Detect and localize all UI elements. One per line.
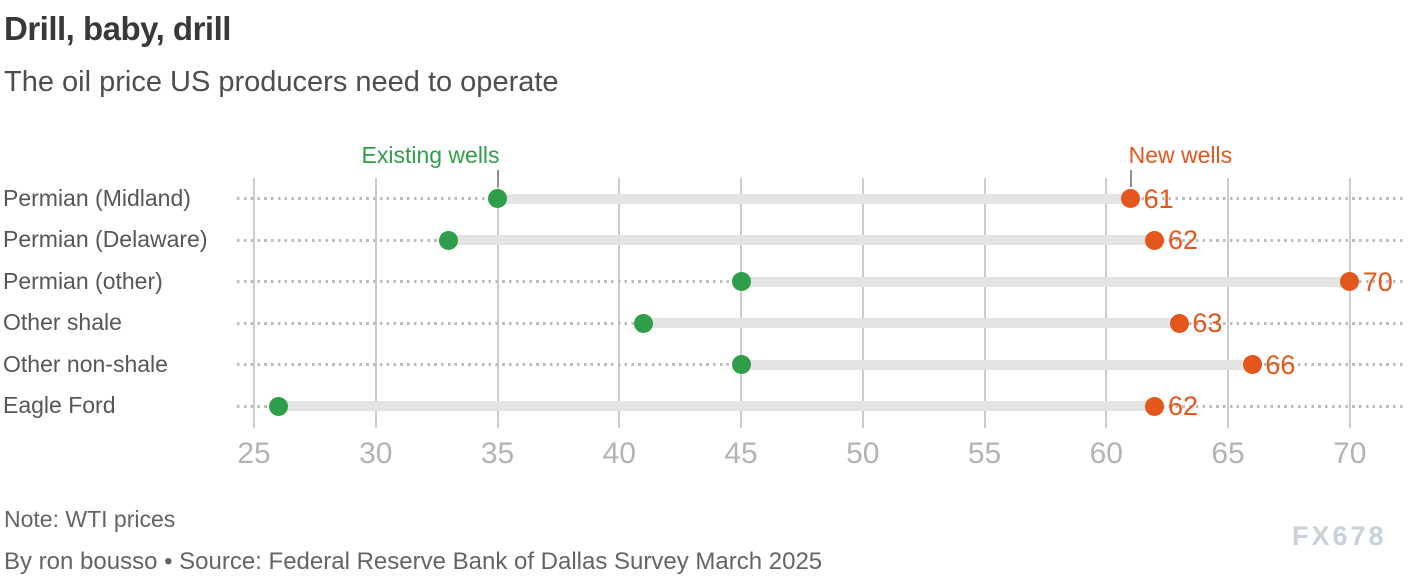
new-wells-dot: [1145, 230, 1165, 250]
dumbbell-connector-band: [741, 276, 1350, 287]
x-axis-tick-label: 50: [846, 437, 880, 470]
watermark: FX678: [1292, 521, 1387, 551]
new-wells-value-label: 63: [1192, 308, 1223, 338]
existing-wells-dot: [634, 313, 654, 333]
legend-anchor-tick: [496, 170, 499, 187]
x-axis-tick-label: 70: [1333, 437, 1367, 470]
new-wells-value-label: 62: [1167, 225, 1199, 255]
x-axis-tick-label: 55: [967, 437, 1002, 470]
x-gridline: [983, 178, 986, 428]
chart-title: Drill, baby, drill: [4, 10, 231, 47]
legend-label-new-wells: New wells: [1128, 142, 1233, 168]
chart-subtitle: The oil price US producers need to opera…: [4, 66, 559, 98]
x-gridline: [1348, 178, 1351, 428]
x-axis-tick-label: 45: [724, 437, 758, 470]
x-gridline: [740, 178, 743, 428]
category-label: Permian (Midland): [3, 184, 191, 211]
chart-note: Note: WTI prices: [4, 506, 176, 532]
new-wells-dot: [1121, 189, 1141, 208]
existing-wells-dot: [731, 355, 751, 374]
x-axis-tick-label: 35: [480, 437, 515, 470]
new-wells-value-label: 70: [1362, 266, 1393, 297]
dumbbell-connector-band: [497, 193, 1131, 204]
category-label: Other non-shale: [3, 350, 168, 377]
new-wells-value-label: 61: [1143, 183, 1174, 214]
x-gridline: [496, 178, 499, 428]
x-gridline: [374, 178, 377, 428]
x-axis-tick-label: 25: [237, 437, 271, 470]
new-wells-dot: [1340, 272, 1360, 291]
category-label: Other shale: [3, 309, 122, 335]
legend-anchor-tick: [1129, 170, 1132, 187]
new-wells-dot: [1242, 355, 1262, 374]
category-label: Eagle Ford: [3, 392, 116, 418]
x-gridline: [618, 178, 621, 428]
new-wells-value-label: 66: [1265, 349, 1296, 380]
dumbbell-connector-band: [278, 401, 1155, 411]
x-axis-tick-label: 30: [359, 437, 393, 470]
new-wells-dot: [1169, 313, 1189, 333]
dumbbell-connector-band: [448, 235, 1155, 245]
chart-byline: By ron bousso • Source: Federal Reserve …: [4, 548, 823, 575]
existing-wells-dot: [488, 189, 508, 208]
dumbbell-connector-band: [643, 318, 1180, 328]
category-label: Permian (other): [3, 267, 163, 294]
existing-wells-dot: [439, 230, 459, 250]
new-wells-value-label: 62: [1167, 391, 1199, 421]
existing-wells-dot: [731, 272, 751, 291]
x-axis-tick-label: 40: [602, 437, 636, 470]
legend-label-existing-wells: Existing wells: [361, 142, 500, 168]
existing-wells-dot: [268, 396, 288, 416]
x-gridline: [1227, 178, 1230, 428]
x-gridline: [861, 178, 864, 428]
dumbbell-connector-band: [741, 359, 1253, 370]
x-gridline: [253, 178, 256, 428]
x-axis-tick-label: 65: [1211, 437, 1245, 470]
x-axis-tick-label: 60: [1089, 437, 1123, 470]
new-wells-dot: [1145, 396, 1165, 416]
x-gridline: [1105, 178, 1108, 428]
category-label: Permian (Delaware): [3, 226, 208, 252]
